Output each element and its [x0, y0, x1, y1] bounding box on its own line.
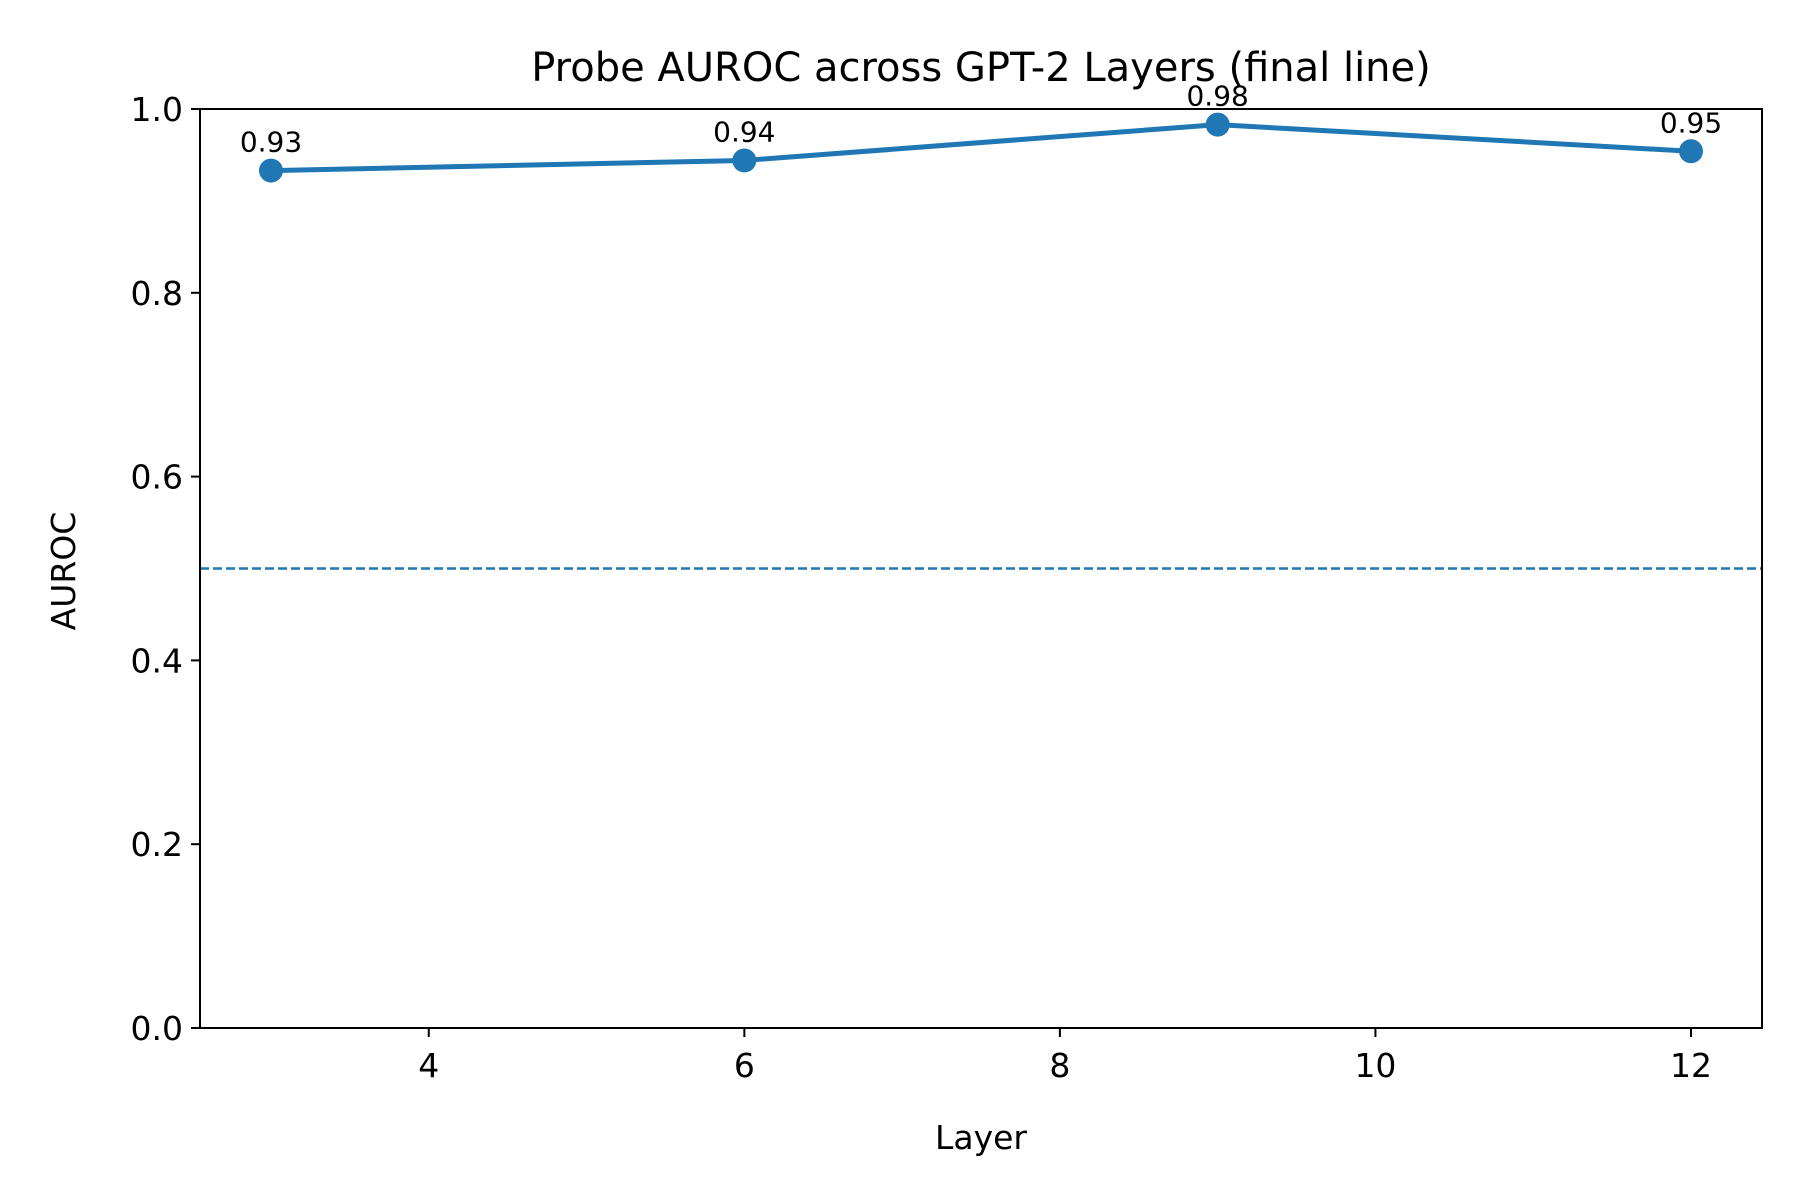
y-tick-label: 0.4 — [131, 641, 183, 680]
data-label: 0.98 — [1186, 80, 1248, 113]
x-tick-label: 6 — [734, 1046, 755, 1085]
x-tick-label: 10 — [1354, 1046, 1396, 1085]
x-tick-label: 8 — [1049, 1046, 1070, 1085]
data-point — [1679, 139, 1703, 164]
series-line — [268, 122, 1694, 174]
x-tick-label: 12 — [1670, 1046, 1712, 1085]
data-point — [732, 148, 757, 173]
data-point — [1205, 112, 1230, 137]
data-label: 0.94 — [713, 115, 775, 148]
y-tick-label: 0.0 — [131, 1009, 183, 1048]
plot-area: 0.93 0.94 0.98 0.95 4 6 8 10 12 0.0 0.2 0.4 0.6 0.8 1.… — [131, 80, 1763, 1085]
y-tick-label: 0.2 — [131, 825, 183, 864]
data-label: 0.93 — [240, 126, 302, 159]
chart-title: Probe AUROC across GPT-2 Layers (final l… — [531, 45, 1431, 91]
x-axis-label: Layer — [935, 1118, 1027, 1157]
data-point — [259, 158, 283, 183]
y-tick-label: 1.0 — [131, 90, 183, 129]
data-label: 0.95 — [1660, 106, 1722, 139]
y-axis-label: AUROC — [44, 512, 83, 631]
x-tick-label: 4 — [418, 1046, 439, 1085]
y-tick-label: 0.6 — [131, 458, 183, 497]
axes-frame — [199, 108, 1763, 1029]
y-tick-label: 0.8 — [131, 274, 183, 313]
